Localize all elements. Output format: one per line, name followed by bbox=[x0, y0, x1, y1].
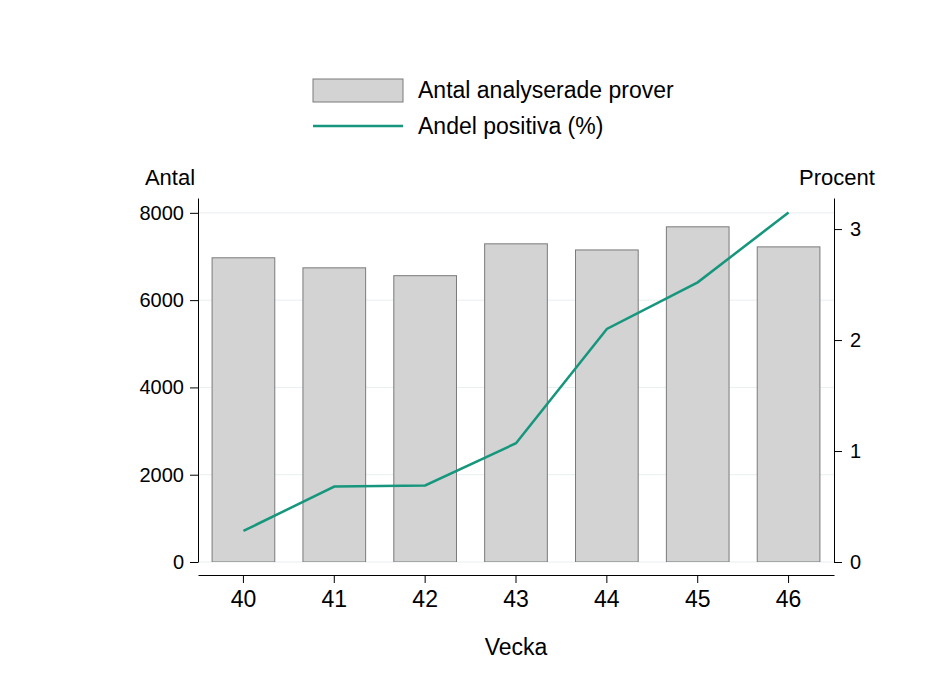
chart: 40 41 42 43 44 45 46 0 2000 4000 6000 8000 0 1 2 3 Vecka… bbox=[0, 0, 948, 690]
tick: 8000 bbox=[140, 202, 199, 224]
tick: 0 bbox=[173, 551, 198, 573]
tick-mark bbox=[190, 387, 198, 388]
axis-line bbox=[198, 199, 199, 563]
tick-label: 45 bbox=[685, 586, 711, 612]
tick-label: 0 bbox=[173, 551, 184, 573]
tick-mark bbox=[834, 451, 842, 452]
tick-mark bbox=[190, 213, 198, 214]
tick: 45 bbox=[685, 575, 711, 612]
x-axis: 40 41 42 43 44 45 46 bbox=[199, 575, 835, 612]
bar bbox=[757, 247, 820, 562]
x-axis-title: Vecka bbox=[485, 634, 548, 660]
tick: 2 bbox=[834, 329, 861, 351]
bar bbox=[485, 244, 548, 562]
grid-line bbox=[198, 212, 834, 213]
legend-label: Andel positiva (%) bbox=[418, 113, 603, 139]
tick-label: 8000 bbox=[140, 202, 185, 224]
tick-label: 4000 bbox=[140, 376, 185, 398]
legend-swatch bbox=[313, 79, 403, 102]
y2-axis: 0 1 2 3 bbox=[834, 199, 861, 573]
legend-item: Antal analyserade prover bbox=[313, 77, 674, 103]
tick-mark bbox=[516, 575, 517, 583]
tick-mark bbox=[834, 229, 842, 230]
tick-label: 0 bbox=[850, 551, 861, 573]
tick-label: 40 bbox=[231, 586, 257, 612]
legend-item: Andel positiva (%) bbox=[313, 113, 603, 139]
tick: 42 bbox=[412, 575, 438, 612]
legend-label: Antal analyserade prover bbox=[418, 77, 674, 103]
tick-label: 43 bbox=[503, 586, 529, 612]
tick-label: 41 bbox=[321, 586, 347, 612]
tick: 3 bbox=[834, 218, 861, 240]
tick: 46 bbox=[776, 575, 802, 612]
legend-swatch bbox=[313, 125, 403, 128]
tick-mark bbox=[425, 575, 426, 583]
tick-mark bbox=[697, 575, 698, 583]
tick-mark bbox=[788, 575, 789, 583]
tick-mark bbox=[834, 562, 842, 563]
tick: 6000 bbox=[140, 289, 199, 311]
y-axis: 0 2000 4000 6000 8000 bbox=[140, 199, 199, 573]
grid bbox=[198, 213, 834, 562]
axis-line bbox=[834, 199, 835, 563]
tick-mark bbox=[190, 562, 198, 563]
tick-mark bbox=[190, 300, 198, 301]
tick-label: 42 bbox=[412, 586, 438, 612]
tick-label: 3 bbox=[850, 218, 861, 240]
tick-label: 1 bbox=[850, 440, 861, 462]
legend: Antal analyserade prover Andel positiva (… bbox=[313, 77, 674, 139]
tick: 40 bbox=[231, 575, 257, 612]
y2-axis-title: Procent bbox=[799, 165, 875, 190]
tick: 43 bbox=[503, 575, 529, 612]
line bbox=[243, 212, 788, 531]
tick: 2000 bbox=[140, 464, 199, 486]
tick-label: 46 bbox=[776, 586, 802, 612]
tick: 44 bbox=[594, 575, 620, 612]
bar bbox=[303, 268, 366, 562]
tick: 1 bbox=[834, 440, 861, 462]
tick-label: 44 bbox=[594, 586, 620, 612]
bar bbox=[212, 258, 275, 562]
tick-label: 2000 bbox=[140, 464, 185, 486]
bar bbox=[666, 227, 729, 562]
bar bbox=[576, 250, 639, 562]
tick-mark bbox=[190, 475, 198, 476]
tick-mark bbox=[834, 340, 842, 341]
tick-mark bbox=[606, 575, 607, 583]
tick-mark bbox=[334, 575, 335, 583]
tick-label: 6000 bbox=[140, 289, 185, 311]
tick-label: 2 bbox=[850, 329, 861, 351]
tick: 41 bbox=[321, 575, 347, 612]
tick: 4000 bbox=[140, 376, 199, 398]
bar bbox=[394, 276, 457, 562]
y-axis-title: Antal bbox=[145, 165, 195, 190]
tick: 0 bbox=[834, 551, 861, 573]
tick-mark bbox=[243, 575, 244, 583]
marks bbox=[212, 212, 820, 562]
